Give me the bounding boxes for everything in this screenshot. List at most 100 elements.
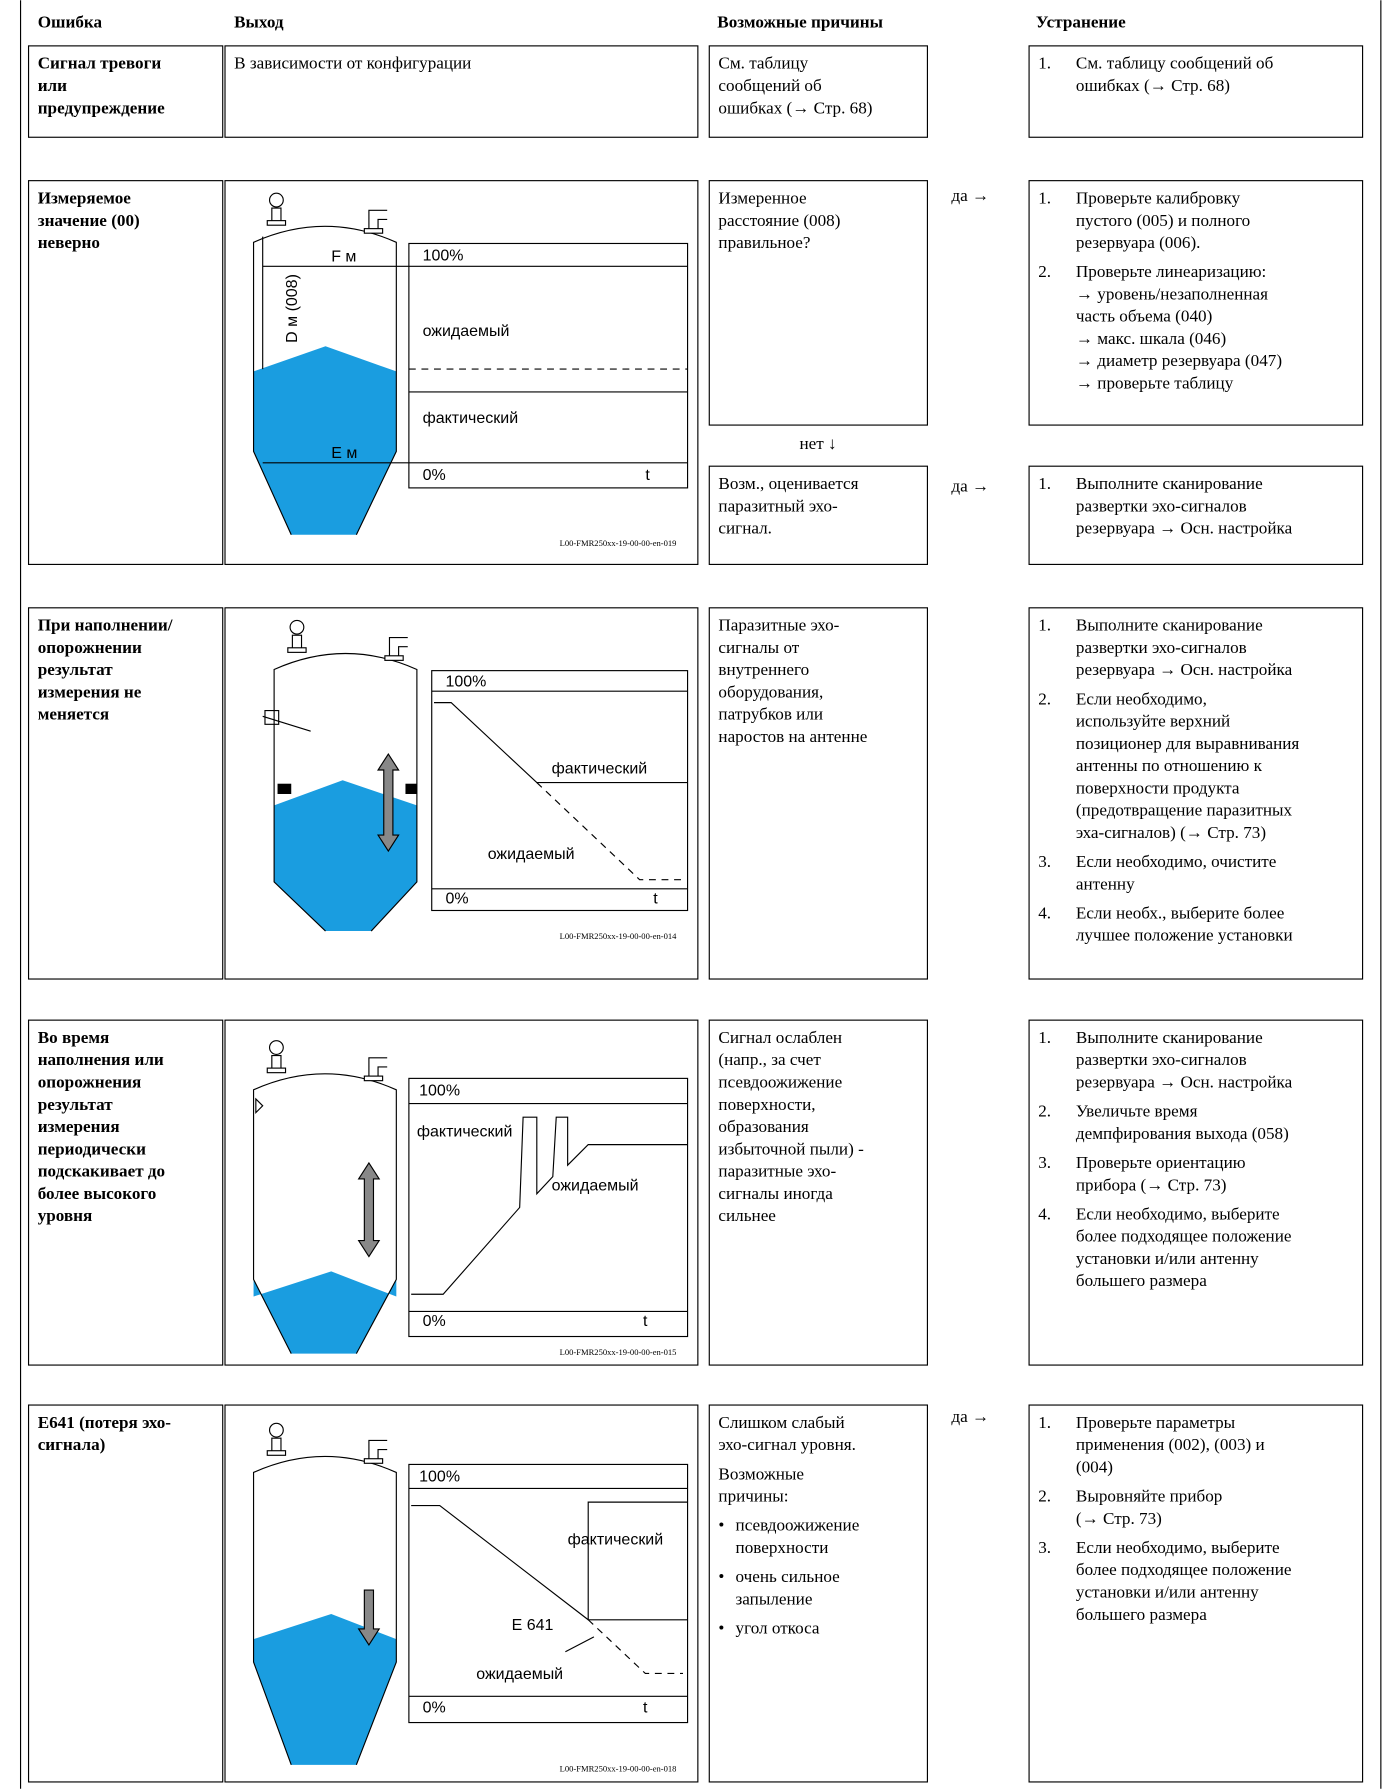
bullet: • — [718, 1567, 724, 1586]
item-number: 2. — [1038, 262, 1051, 281]
nozzle-flange — [363, 1458, 384, 1464]
chart-frame — [431, 670, 689, 912]
remedy-text: Выполните сканирование — [1076, 1028, 1263, 1047]
no-arrow: нет ↓ — [800, 434, 837, 453]
instrument-head — [268, 192, 284, 208]
remedy-text: Выполните сканирование — [1076, 616, 1263, 635]
cause-text: образования — [718, 1117, 808, 1136]
cause-cell — [708, 180, 928, 426]
error-text: более высокого — [38, 1184, 157, 1203]
cause-text: сигналы от — [718, 638, 799, 657]
cause-text: поверхности — [736, 1538, 829, 1557]
cause-text: внутреннего — [718, 660, 809, 679]
item-number: 1. — [1038, 54, 1051, 73]
output-text: В зависимости от конфигурации — [234, 54, 471, 73]
remedy-cell — [1028, 607, 1364, 980]
cause-text: ошибках (→ Стр. 68) — [718, 98, 872, 117]
remedy-text: антенну — [1076, 874, 1135, 893]
figure-label: E м — [331, 445, 357, 462]
remedy-text: → диаметр резервуара (047) — [1076, 351, 1282, 370]
remedy-text: → макс. шкала (046) — [1076, 329, 1226, 348]
remedy-text: Проверьте ориентацию — [1076, 1153, 1246, 1172]
instrument — [271, 1437, 282, 1453]
error-text: значение (00) — [38, 211, 140, 230]
item-number: 1. — [1038, 616, 1051, 635]
cause-text: паразитные эхо- — [718, 1162, 836, 1181]
remedy-text: резервуара (006). — [1076, 233, 1201, 252]
tank-outline — [252, 1073, 397, 1354]
remedy-text: См. таблицу сообщений об — [1076, 54, 1274, 73]
item-number: 1. — [1038, 1413, 1051, 1432]
figure-label: ожидаемый — [488, 846, 575, 863]
figure-label: 100% — [423, 248, 464, 265]
tank-liquid — [253, 1614, 397, 1765]
cause-text: Возм., оценивается — [718, 474, 858, 493]
tank-outline — [273, 653, 418, 932]
cause-text: избыточной пыли) - — [718, 1139, 864, 1158]
instrument-head — [268, 1040, 284, 1055]
error-text: E641 (потеря эхо- — [38, 1413, 172, 1432]
error-text: предупреждение — [38, 98, 165, 117]
remedy-text: развертки эхо-сигналов — [1076, 638, 1247, 657]
remedy-text: большего размера — [1076, 1605, 1207, 1624]
cause-text: наростов на антенне — [718, 727, 867, 746]
remedy-text: более подходящее положение — [1076, 1227, 1292, 1246]
header-output: Выход — [234, 13, 284, 32]
error-text: измерения — [38, 1117, 120, 1136]
item-number: 2. — [1038, 1102, 1051, 1121]
cause-text: Возможные — [718, 1464, 804, 1483]
output-cell — [224, 607, 699, 980]
error-text: опорожнении — [38, 638, 142, 657]
remedy-text: (предотвращение паразитных — [1076, 801, 1293, 820]
nozzle-flange — [363, 1075, 384, 1082]
cause-text: сигналы иногда — [718, 1184, 833, 1203]
nozzle-flange — [384, 655, 404, 661]
figure-code: L00-FMR250xx-19-00-00-en-015 — [560, 1347, 677, 1357]
motion-arrow — [357, 1161, 381, 1258]
remedy-text: Если необходимо, очистите — [1076, 852, 1277, 871]
figure-label: 0% — [445, 891, 468, 908]
error-text: Во время — [38, 1028, 110, 1047]
cause-cell — [708, 465, 928, 565]
remedy-text: более подходящее положение — [1076, 1560, 1292, 1579]
remedy-text: лучшее положение установки — [1076, 926, 1293, 945]
error-cell — [27, 180, 224, 565]
remedy-cell — [1028, 1404, 1364, 1783]
figure-label: 100% — [419, 1083, 460, 1100]
figure-label: ожидаемый — [552, 1177, 639, 1194]
item-number: 1. — [1038, 1028, 1051, 1047]
remedy-text: антенны по отношению к — [1076, 756, 1263, 775]
tank-outline — [252, 225, 397, 535]
nozzle-flange — [363, 228, 384, 234]
yes-arrow: да → — [951, 1407, 989, 1426]
remedy-text: → уровень/незаполненная — [1076, 284, 1268, 303]
tank-liquid — [274, 780, 417, 932]
tank-outline — [252, 1455, 397, 1766]
yes-arrow: да → — [951, 186, 989, 205]
item-number: 3. — [1038, 1538, 1051, 1557]
remedy-text: Проверьте линеаризацию: — [1076, 262, 1266, 281]
figure-label: t — [645, 467, 650, 484]
cause-text: правильное? — [718, 233, 810, 252]
cause-text: Сигнал ослаблен — [718, 1028, 842, 1047]
remedy-text: Если необходимо, выберите — [1076, 1204, 1280, 1223]
item-number: 2. — [1038, 1487, 1051, 1506]
instrument-head — [289, 619, 305, 635]
error-text: измерения не — [38, 682, 142, 701]
remedy-text: (→ Стр. 73) — [1076, 1509, 1162, 1528]
error-text: наполнения или — [38, 1050, 164, 1069]
remedy-text: ошибках (→ Стр. 68) — [1076, 76, 1230, 95]
cause-cell — [708, 607, 928, 980]
header-error: Ошибка — [38, 13, 103, 32]
remedy-text: Если необх., выберите более — [1076, 903, 1284, 922]
remedy-text: Выполните сканирование — [1076, 474, 1263, 493]
yes-arrow: да → — [951, 476, 989, 495]
remedy-text: (004) — [1076, 1457, 1113, 1476]
error-text: результат — [38, 1095, 114, 1114]
remedy-text: резервуара → Осн. настройка — [1076, 519, 1293, 538]
header-causes: Возможные причины — [717, 13, 883, 32]
cause-text: (напр., за счет — [718, 1050, 821, 1069]
error-text: неверно — [38, 233, 100, 252]
instrument-flange — [266, 1067, 287, 1074]
